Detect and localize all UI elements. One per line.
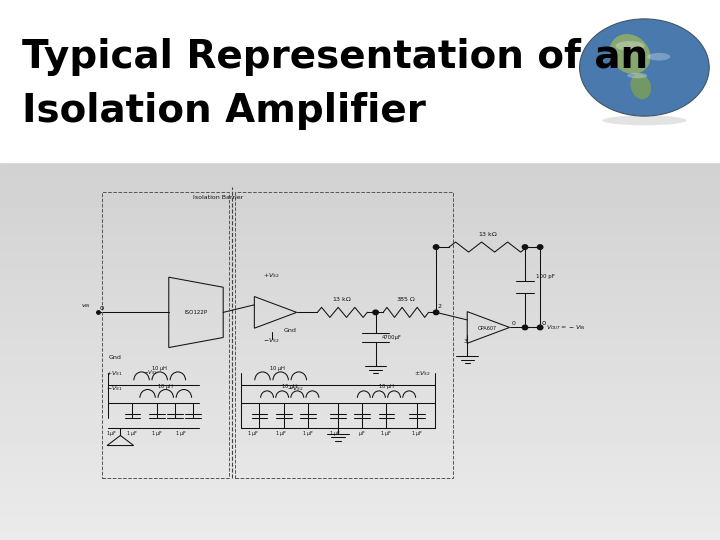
Text: 10 $\mu$H: 10 $\mu$H xyxy=(151,364,168,373)
Circle shape xyxy=(580,19,709,116)
Ellipse shape xyxy=(631,73,651,99)
Text: 4700μF: 4700μF xyxy=(382,334,402,340)
Text: 1 $\mu$F: 1 $\mu$F xyxy=(126,429,139,438)
Text: 1 $\mu$F: 1 $\mu$F xyxy=(274,429,287,438)
Text: 1 $\mu$F: 1 $\mu$F xyxy=(247,429,260,438)
Text: 10 $\mu$H: 10 $\mu$H xyxy=(157,382,174,391)
Text: $-V_{S2}$: $-V_{S2}$ xyxy=(287,384,304,393)
Text: 1 $\mu$F: 1 $\mu$F xyxy=(175,429,187,438)
Text: Isolation Barrier: Isolation Barrier xyxy=(193,195,243,200)
Text: 2: 2 xyxy=(438,304,442,309)
Text: 385 $\Omega$: 385 $\Omega$ xyxy=(395,295,416,303)
Text: 1 $\mu$F: 1 $\mu$F xyxy=(380,429,392,438)
Text: OPA607: OPA607 xyxy=(478,326,497,331)
Text: 1$\mu$F: 1$\mu$F xyxy=(106,429,117,438)
Text: 100 pF: 100 pF xyxy=(536,274,554,279)
Text: 13 k$\Omega$: 13 k$\Omega$ xyxy=(478,230,498,238)
Text: $V_{OUT} = -V_{IN}$: $V_{OUT} = -V_{IN}$ xyxy=(546,323,586,332)
Circle shape xyxy=(537,325,543,330)
Text: o: o xyxy=(542,320,546,326)
Text: $v_{IN}$: $v_{IN}$ xyxy=(81,302,91,310)
Text: 10 $\mu$H: 10 $\mu$H xyxy=(269,364,286,373)
Ellipse shape xyxy=(610,34,650,74)
Text: Typical Representation of an: Typical Representation of an xyxy=(22,38,648,76)
Text: 13 k$\Omega$: 13 k$\Omega$ xyxy=(333,295,352,303)
Text: Gnd: Gnd xyxy=(284,328,297,334)
Ellipse shape xyxy=(602,116,687,125)
Text: Gnd: Gnd xyxy=(108,355,121,360)
Text: 1 $\mu$F: 1 $\mu$F xyxy=(410,429,423,438)
Ellipse shape xyxy=(647,53,670,60)
Circle shape xyxy=(433,245,438,249)
Circle shape xyxy=(433,310,438,315)
Text: 0: 0 xyxy=(512,321,516,326)
Text: o: o xyxy=(100,305,104,311)
Text: 10 $\mu$H: 10 $\mu$H xyxy=(282,382,298,391)
Text: $\pm V_{S2}$: $\pm V_{S2}$ xyxy=(415,369,431,378)
Circle shape xyxy=(537,245,543,249)
Text: 10 $\mu$H: 10 $\mu$H xyxy=(378,382,395,391)
Text: $-V_{S2}$: $-V_{S2}$ xyxy=(264,336,280,346)
Text: $-V_{S1}$: $-V_{S1}$ xyxy=(106,384,122,393)
Text: 1 $\mu$F: 1 $\mu$F xyxy=(302,429,314,438)
Ellipse shape xyxy=(616,41,644,51)
Circle shape xyxy=(522,245,528,249)
Text: $+V_{S1}$: $+V_{S1}$ xyxy=(106,369,122,378)
Text: $\mu$F: $\mu$F xyxy=(359,429,366,438)
Text: $-V_{S1}$: $-V_{S1}$ xyxy=(143,368,158,376)
Text: 3: 3 xyxy=(463,339,467,343)
Text: Isolation Amplifier: Isolation Amplifier xyxy=(22,92,426,130)
Text: ISO122P: ISO122P xyxy=(184,310,207,315)
Text: $+V_{S2}$: $+V_{S2}$ xyxy=(264,271,280,280)
Circle shape xyxy=(373,310,378,315)
Ellipse shape xyxy=(627,73,647,78)
Text: 1 $\mu$F: 1 $\mu$F xyxy=(150,429,163,438)
Circle shape xyxy=(522,325,528,330)
Text: 1 $\mu$F: 1 $\mu$F xyxy=(329,429,341,438)
Bar xyxy=(0,0,720,162)
